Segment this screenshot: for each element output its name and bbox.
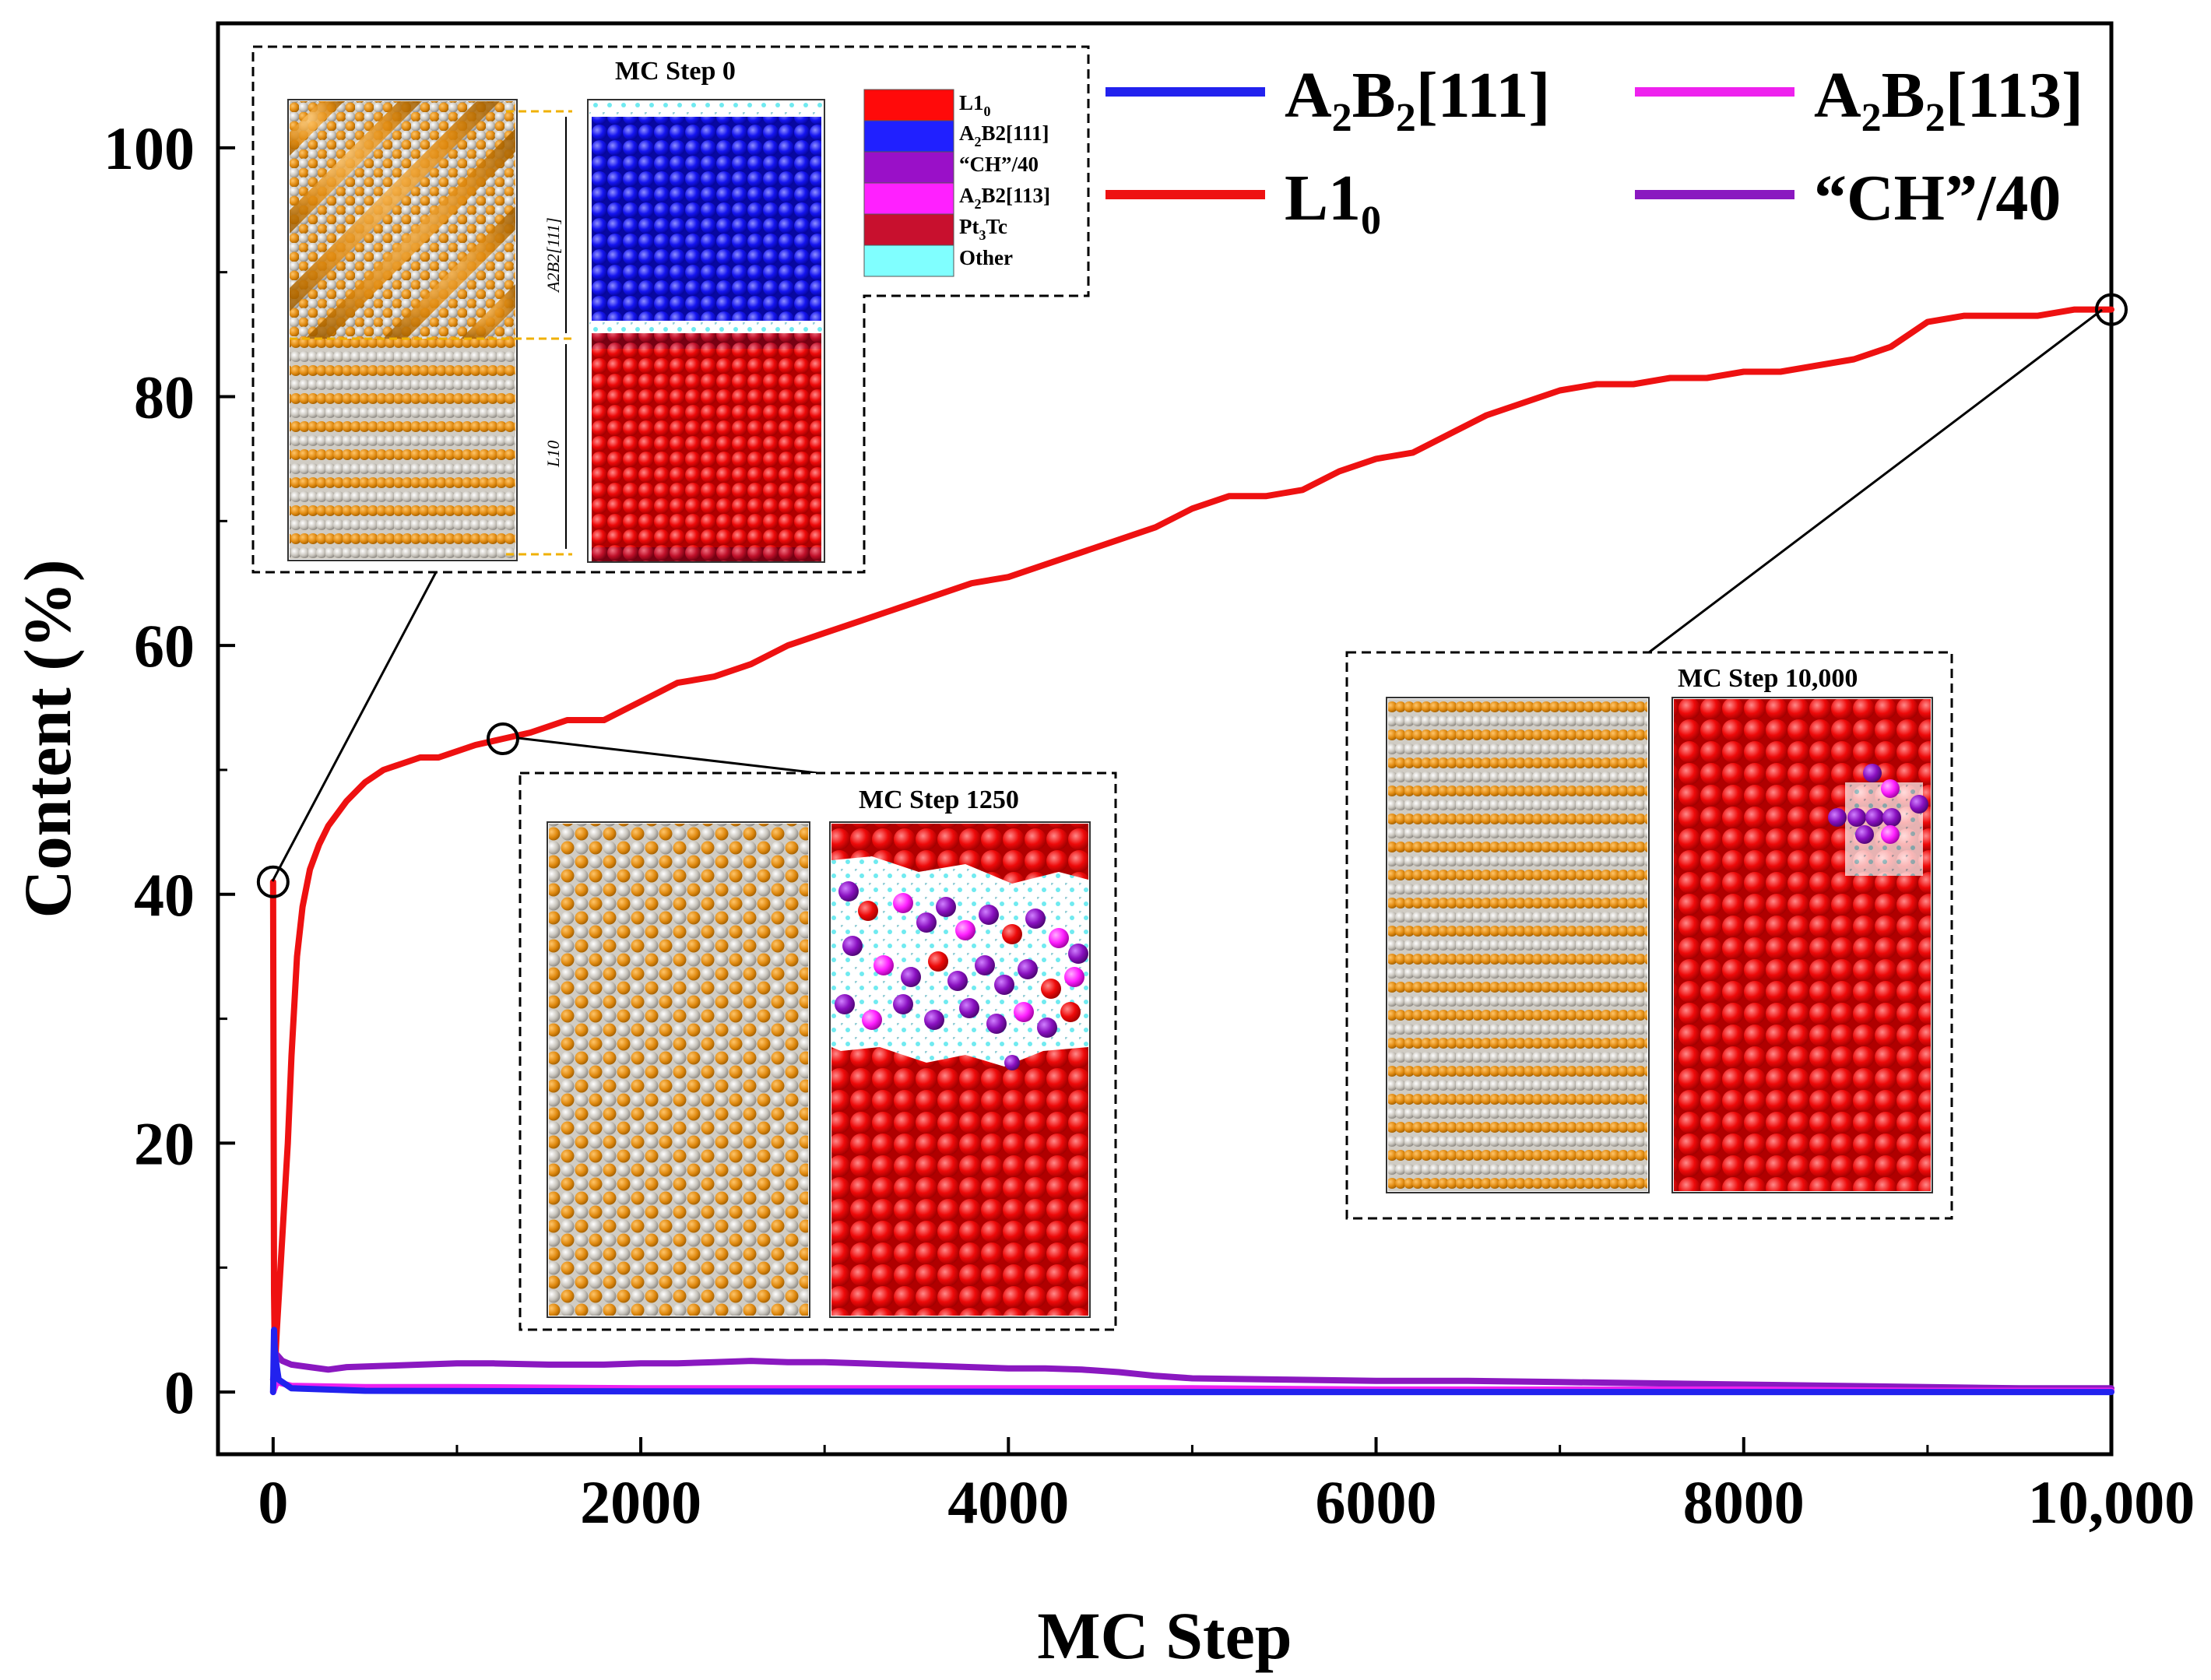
- y-axis-title: Content (%): [10, 560, 85, 919]
- phase-label-a2b2-111: A2B2[111]: [959, 121, 1049, 149]
- x-tick-label: 0: [258, 1468, 288, 1536]
- step10000-defect-atoms: [1828, 764, 1928, 844]
- series-line-ch-40: [269, 1351, 2114, 1392]
- inset-step1250-title: MC Step 1250: [859, 786, 1019, 814]
- legend-label-l10: L10: [1285, 162, 1381, 243]
- phase-swatch-a2b2-111: [863, 120, 954, 153]
- step10000-atoms: [1388, 699, 1647, 1191]
- step0-atoms-stripe: [290, 101, 515, 339]
- x-tick-label: 6000: [1316, 1468, 1437, 1536]
- step10000-phase-l10: [1674, 699, 1931, 1191]
- y-tick-label: 60: [134, 612, 195, 680]
- legend-label-ch40: “CH”/40: [1814, 162, 2061, 234]
- phase-swatch-a2b2-113: [863, 182, 954, 215]
- step0-phase-a2b2: [592, 117, 821, 321]
- phase-swatch-pt3tc: [863, 213, 954, 246]
- step1250-atoms: [549, 824, 808, 1316]
- axes: 0 2000 4000 6000 8000 10,000 0 20 40 60 80 100 MC St…: [10, 114, 2195, 1673]
- main-legend: A2B2[111] A2B2[113] L10 “CH”/40: [1106, 59, 2083, 243]
- step0-atoms-frame: [287, 99, 518, 561]
- inset-step10000: MC Step 10,000: [1345, 651, 1953, 1220]
- step1250-phase-frame: [829, 821, 1091, 1318]
- leader-step0: [271, 571, 438, 882]
- step10000-atoms-frame: [1386, 697, 1650, 1193]
- phase-swatch-other: [863, 244, 954, 277]
- series-layer: [269, 306, 2114, 1396]
- y-tick-label: 100: [104, 114, 195, 182]
- step10000-phase-frame: [1671, 697, 1933, 1193]
- marker-layer: [256, 293, 2128, 898]
- legend-label-a2b2-111: A2B2[111]: [1285, 59, 1550, 140]
- step1250-atoms-frame: [547, 821, 810, 1318]
- inset-step0-title: MC Step 0: [615, 57, 736, 86]
- phase-label-ch40: “CH”/40: [959, 153, 1039, 176]
- plot-frame: [216, 21, 2114, 1457]
- step0-label-l10: L10: [543, 441, 563, 468]
- leader-lines: [271, 308, 2103, 882]
- x-axis-title: MC Step: [1037, 1598, 1292, 1673]
- y-tick-label: 40: [134, 861, 195, 929]
- phase-label-pt3tc: Pt3Tc: [959, 215, 1007, 243]
- series-line-a2b2-111-: [269, 1327, 2114, 1396]
- leader-step1250: [517, 736, 818, 775]
- callout-marker: [486, 722, 519, 755]
- step0-label-a2b2-111: A2B2[111]: [543, 217, 563, 293]
- legend-label-a2b2-113: A2B2[113]: [1814, 59, 2083, 140]
- step0-phase-pt3tc-top: [592, 333, 821, 349]
- step0-phase-gap: [589, 321, 823, 333]
- y-tick-label: 0: [164, 1358, 195, 1426]
- phase-legend: L10 A2B2[111] “CH”/40 A2B2[113] Pt3Tc Ot…: [863, 89, 1050, 277]
- x-tick-label: 10,000: [2028, 1468, 2195, 1536]
- step0-phase-top-edge: [589, 101, 823, 115]
- inset-step1250: MC Step 1250: [518, 771, 1117, 1331]
- step0-phase-frame: [587, 99, 825, 563]
- series-line-l10: [269, 306, 2114, 1371]
- phase-swatch-ch40: [863, 151, 954, 184]
- phase-label-a2b2-113: A2B2[113]: [959, 184, 1050, 212]
- step0-phase-pt3tc-bottom: [592, 547, 821, 561]
- step0-diagonal-bands: [290, 101, 515, 339]
- phase-swatch-l10: [863, 89, 954, 121]
- leader-step10000: [1648, 308, 2103, 654]
- phase-label-other: Other: [959, 246, 1013, 269]
- inset-step0: MC Step 0 A2B2[111] L10 L10: [251, 45, 1090, 574]
- phase-label-l10: L10: [959, 91, 991, 119]
- x-tick-label: 8000: [1683, 1468, 1805, 1536]
- step0-phase-l10: [592, 349, 821, 547]
- callout-marker: [2095, 293, 2128, 326]
- y-tick-label: 80: [134, 363, 195, 431]
- y-tick-label: 20: [134, 1109, 195, 1177]
- step0-atoms-l10: [290, 339, 515, 559]
- inset-step10000-title: MC Step 10,000: [1678, 664, 1858, 693]
- callout-marker: [256, 865, 290, 898]
- x-tick-label: 4000: [947, 1468, 1069, 1536]
- step1250-defect-atoms: [835, 881, 1088, 1070]
- x-tick-label: 2000: [580, 1468, 701, 1536]
